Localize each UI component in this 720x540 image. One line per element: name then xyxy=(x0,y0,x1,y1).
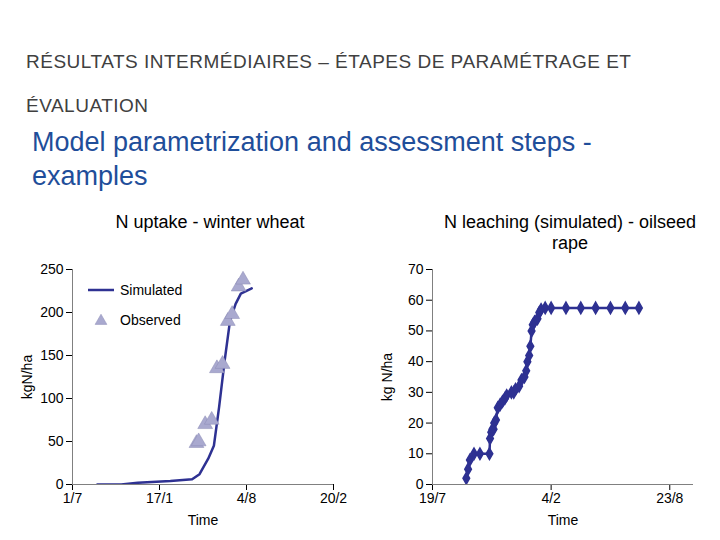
svg-text:23/8: 23/8 xyxy=(656,490,683,506)
svg-text:0: 0 xyxy=(415,476,424,492)
svg-text:19/7: 19/7 xyxy=(419,490,446,506)
svg-text:30: 30 xyxy=(408,384,424,400)
svg-text:20: 20 xyxy=(408,415,424,431)
svg-text:200: 200 xyxy=(40,304,64,320)
html-text:N leaching (simulated) - oilse: N leaching (simulated) - oilseed rape xyxy=(443,212,697,253)
svg-text:1/7: 1/7 xyxy=(63,490,83,506)
svg-text:kg N/ha: kg N/ha xyxy=(379,353,395,401)
svg-text:20/2: 20/2 xyxy=(320,490,347,506)
svg-text:4/8: 4/8 xyxy=(237,490,257,506)
svg-text:50: 50 xyxy=(408,322,424,338)
svg-text:0: 0 xyxy=(55,476,64,492)
svg-text:150: 150 xyxy=(40,347,64,363)
svg-text:60: 60 xyxy=(408,292,424,308)
svg-text:Time: Time xyxy=(548,512,579,528)
svg-text:250: 250 xyxy=(40,261,64,277)
svg-text:40: 40 xyxy=(408,353,424,369)
html-text:Model parametrization and asse: Model parametrization and assessment ste… xyxy=(32,127,592,191)
html-text:RÉSULTATS INTERMÉDIAIRES – ÉTA: RÉSULTATS INTERMÉDIAIRES – ÉTAPES DE PAR… xyxy=(26,51,632,116)
svg-text:kgN/ha: kgN/ha xyxy=(19,355,35,400)
html-text:N uptake - winter wheat: N uptake - winter wheat xyxy=(115,212,305,232)
html-text:Observed: Observed xyxy=(120,312,181,328)
svg-text:17/1: 17/1 xyxy=(146,490,173,506)
svg-text:100: 100 xyxy=(40,390,64,406)
svg-text:Time: Time xyxy=(188,512,219,528)
svg-text:70: 70 xyxy=(408,261,424,277)
svg-text:50: 50 xyxy=(48,433,64,449)
svg-text:10: 10 xyxy=(408,445,424,461)
svg-text:4/2: 4/2 xyxy=(541,490,561,506)
html-text:Simulated: Simulated xyxy=(120,282,183,298)
